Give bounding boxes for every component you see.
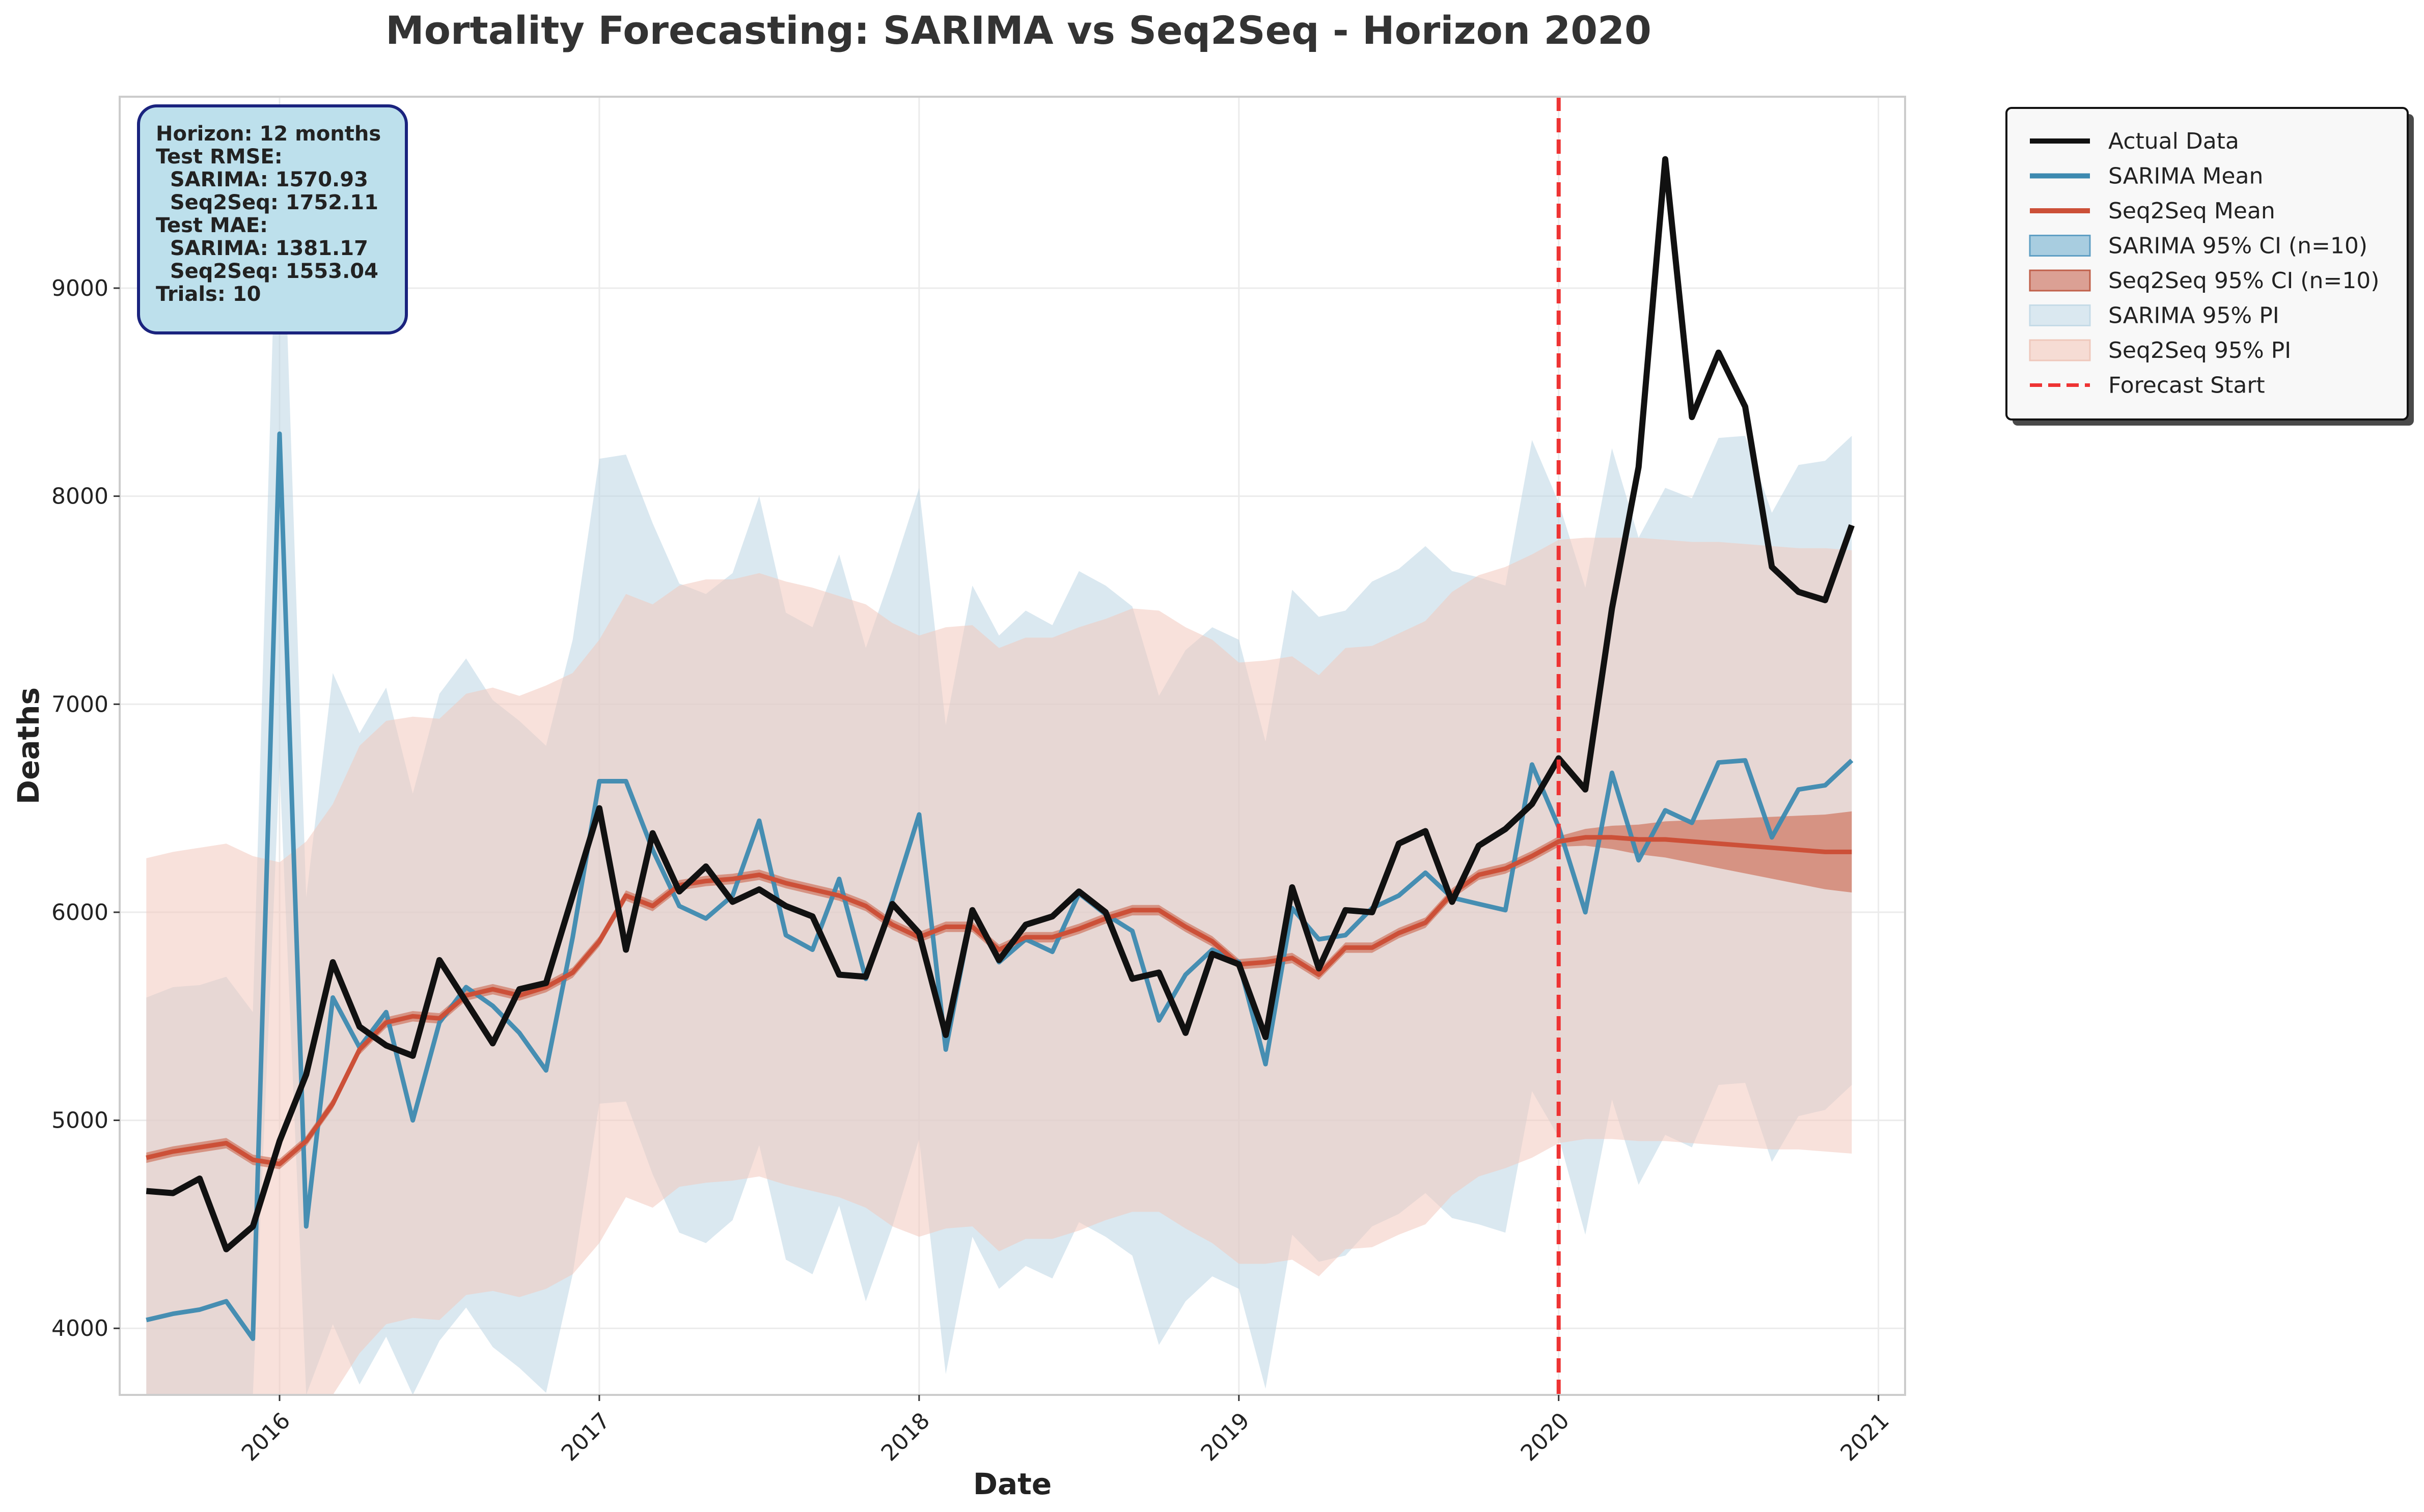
y-tick-label: 9000	[51, 275, 108, 301]
legend-label: SARIMA 95% PI	[2108, 303, 2279, 329]
seq2seq-pi-band	[146, 538, 1852, 1395]
y-tick-label: 4000	[51, 1315, 108, 1341]
legend-swatch	[2029, 269, 2091, 292]
y-tick-label: 5000	[51, 1108, 108, 1134]
chart-title: Mortality Forecasting: SARIMA vs Seq2Seq…	[385, 8, 1651, 53]
legend-item: Forecast Start	[2030, 373, 2265, 399]
plot-frame	[119, 96, 1906, 1396]
seq2seq-mean-line	[146, 835, 1852, 1166]
stats-line: SARIMA: 1570.93	[156, 168, 368, 191]
legend-label: Seq2Seq 95% CI (n=10)	[2108, 268, 2379, 294]
y-tick-label: 8000	[51, 484, 108, 510]
legend-item: Seq2Seq 95% CI (n=10)	[2029, 268, 2379, 294]
legend-swatch	[2029, 339, 2091, 361]
stats-line: Test RMSE:	[156, 145, 283, 169]
legend-item: SARIMA Mean	[2030, 163, 2263, 189]
y-axis-label: Deaths	[11, 687, 46, 804]
actual-data-line	[146, 156, 1855, 1252]
legend-label: SARIMA Mean	[2108, 163, 2263, 189]
interval-bands	[146, 97, 1852, 1395]
stats-line: Test MAE:	[156, 214, 268, 237]
series-lines	[146, 156, 1855, 1341]
legend-item: SARIMA 95% PI	[2029, 303, 2279, 329]
legend-label: SARIMA 95% CI (n=10)	[2108, 233, 2367, 259]
legend-label: Seq2Seq 95% PI	[2108, 338, 2291, 363]
y-tick-label: 6000	[51, 900, 108, 926]
legend-swatch	[2029, 235, 2091, 257]
legend-label: Actual Data	[2108, 128, 2239, 154]
y-tick-label: 7000	[51, 691, 108, 717]
legend-swatch	[2029, 304, 2091, 326]
stats-line: Horizon: 12 months	[156, 122, 381, 146]
legend-label: Seq2Seq Mean	[2108, 198, 2275, 224]
x-axis-label: Date	[973, 1467, 1052, 1501]
stats-line: Seq2Seq: 1553.04	[156, 260, 378, 283]
legend-item: SARIMA 95% CI (n=10)	[2029, 233, 2367, 259]
stats-line: Trials: 10	[156, 283, 261, 306]
legend-item: Actual Data	[2030, 128, 2239, 154]
legend: Actual Data SARIMA Mean Seq2Seq Mean SARIMA…	[2005, 107, 2414, 426]
stats-line: SARIMA: 1381.17	[156, 237, 368, 260]
stats-line: Seq2Seq: 1752.11	[156, 191, 378, 214]
legend-item: Seq2Seq Mean	[2030, 198, 2275, 224]
legend-item: Seq2Seq 95% PI	[2029, 338, 2291, 363]
legend-label: Forecast Start	[2108, 373, 2265, 399]
